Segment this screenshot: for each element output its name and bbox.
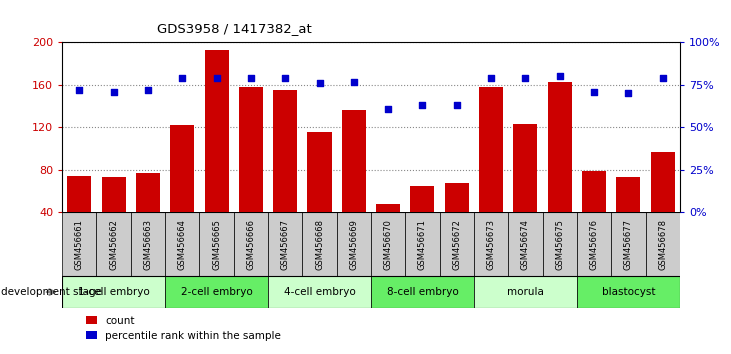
Bar: [131, 212, 165, 276]
Point: [485, 75, 497, 81]
Bar: [439, 212, 474, 276]
Point: [382, 106, 394, 112]
Bar: [67, 176, 91, 212]
Bar: [62, 212, 96, 276]
Text: 4-cell embryo: 4-cell embryo: [284, 287, 355, 297]
Text: GSM456663: GSM456663: [143, 219, 153, 270]
Bar: [239, 87, 263, 212]
Bar: [205, 50, 229, 212]
Legend: count, percentile rank within the sample: count, percentile rank within the sample: [82, 312, 285, 345]
Bar: [165, 276, 268, 308]
Bar: [303, 212, 337, 276]
Text: GDS3958 / 1417382_at: GDS3958 / 1417382_at: [157, 22, 312, 35]
Text: GSM456664: GSM456664: [178, 219, 186, 270]
Bar: [234, 212, 268, 276]
Bar: [308, 132, 332, 212]
Bar: [371, 276, 474, 308]
Text: GSM456674: GSM456674: [521, 219, 530, 270]
Bar: [542, 212, 577, 276]
Point: [657, 75, 669, 81]
Bar: [337, 212, 371, 276]
Bar: [165, 212, 200, 276]
Bar: [582, 171, 606, 212]
Bar: [651, 152, 675, 212]
Bar: [371, 212, 405, 276]
Text: GSM456673: GSM456673: [487, 219, 496, 270]
Bar: [548, 82, 572, 212]
Point: [176, 75, 188, 81]
Text: GSM456661: GSM456661: [75, 219, 84, 270]
Point: [348, 79, 360, 84]
Point: [279, 75, 291, 81]
Point: [451, 103, 463, 108]
Bar: [102, 177, 126, 212]
Point: [314, 80, 325, 86]
Point: [107, 89, 119, 95]
Bar: [410, 186, 434, 212]
Bar: [376, 204, 400, 212]
Bar: [577, 212, 611, 276]
Point: [554, 74, 566, 79]
Point: [588, 89, 600, 95]
Bar: [513, 124, 537, 212]
Text: development stage: development stage: [1, 287, 102, 297]
Text: GSM456662: GSM456662: [109, 219, 118, 270]
Text: GSM456671: GSM456671: [418, 219, 427, 270]
Point: [417, 103, 428, 108]
Text: 2-cell embryo: 2-cell embryo: [181, 287, 252, 297]
Bar: [200, 212, 234, 276]
Point: [211, 75, 222, 81]
Bar: [616, 177, 640, 212]
Text: GSM456672: GSM456672: [452, 219, 461, 270]
Text: blastocyst: blastocyst: [602, 287, 655, 297]
Text: GSM456666: GSM456666: [246, 219, 255, 270]
Text: 8-cell embryo: 8-cell embryo: [387, 287, 458, 297]
Point: [73, 87, 85, 93]
Bar: [96, 212, 131, 276]
Bar: [508, 212, 542, 276]
Text: GSM456677: GSM456677: [624, 219, 633, 270]
Bar: [577, 276, 680, 308]
Bar: [268, 276, 371, 308]
Point: [142, 87, 154, 93]
Text: GSM456676: GSM456676: [589, 219, 599, 270]
Point: [623, 91, 635, 96]
Bar: [342, 110, 366, 212]
Bar: [170, 125, 194, 212]
Bar: [62, 276, 165, 308]
Bar: [405, 212, 439, 276]
Bar: [645, 212, 680, 276]
Text: GSM456670: GSM456670: [384, 219, 393, 270]
Text: GSM456675: GSM456675: [556, 219, 564, 270]
Text: morula: morula: [507, 287, 544, 297]
Bar: [611, 212, 645, 276]
Text: GSM456669: GSM456669: [349, 219, 358, 270]
Point: [245, 75, 257, 81]
Bar: [479, 87, 503, 212]
Text: GSM456665: GSM456665: [212, 219, 221, 270]
Bar: [273, 90, 298, 212]
Text: 1-cell embryo: 1-cell embryo: [77, 287, 149, 297]
Bar: [444, 183, 469, 212]
Point: [520, 75, 531, 81]
Text: GSM456678: GSM456678: [658, 219, 667, 270]
Text: GSM456668: GSM456668: [315, 219, 324, 270]
Bar: [474, 212, 508, 276]
Bar: [136, 173, 160, 212]
Bar: [268, 212, 303, 276]
Bar: [474, 276, 577, 308]
Text: GSM456667: GSM456667: [281, 219, 289, 270]
